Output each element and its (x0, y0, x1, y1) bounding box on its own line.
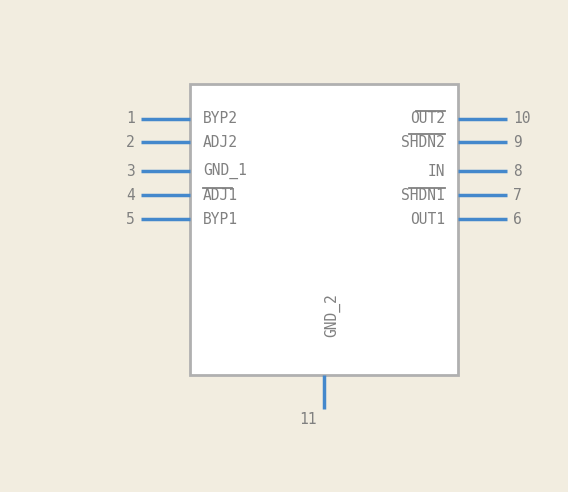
Text: GND_2: GND_2 (324, 294, 340, 338)
Text: 9: 9 (513, 134, 522, 150)
Text: OUT1: OUT1 (410, 212, 445, 227)
Text: ADJ2: ADJ2 (203, 134, 238, 150)
Text: 2: 2 (126, 134, 135, 150)
Text: BYP1: BYP1 (203, 212, 238, 227)
Text: BYP2: BYP2 (203, 111, 238, 126)
Text: GND_1: GND_1 (203, 163, 247, 179)
Bar (190, 84, 458, 375)
Text: 10: 10 (513, 111, 531, 126)
Text: SHDN1: SHDN1 (402, 187, 445, 203)
Text: 6: 6 (513, 212, 522, 227)
Text: 3: 3 (126, 164, 135, 179)
Text: 1: 1 (126, 111, 135, 126)
Text: 8: 8 (513, 164, 522, 179)
Text: 7: 7 (513, 187, 522, 203)
Text: 11: 11 (299, 412, 316, 428)
Text: 4: 4 (126, 187, 135, 203)
Text: 5: 5 (126, 212, 135, 227)
Text: ADJ1: ADJ1 (203, 187, 238, 203)
Text: SHDN2: SHDN2 (402, 134, 445, 150)
Text: OUT2: OUT2 (410, 111, 445, 126)
Text: IN: IN (428, 164, 445, 179)
